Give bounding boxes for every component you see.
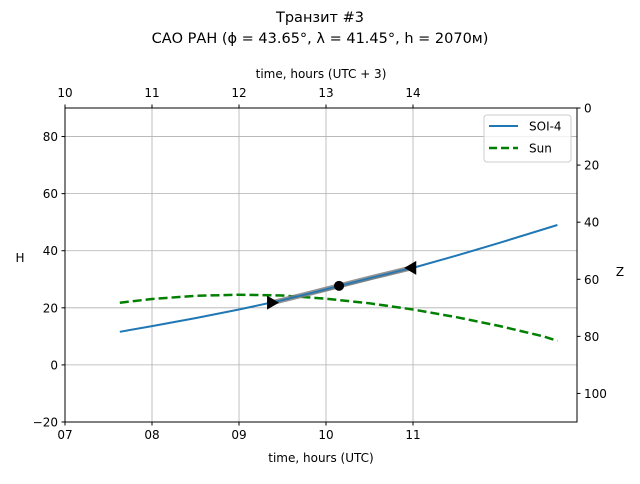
x-tick-label: 09: [231, 428, 246, 442]
x-tick-label: 10: [318, 428, 333, 442]
x-axis-label: time, hours (UTC): [268, 451, 373, 465]
y-right-tick-label: 100: [584, 387, 607, 401]
y-right-tick-label: 80: [584, 330, 599, 344]
legend-label-soi4: SOI-4: [529, 120, 562, 134]
series-line-sun: [119, 293, 558, 343]
y-axis-label: H: [15, 251, 24, 265]
y-tick-label: 20: [43, 301, 58, 315]
y-right-tick-label: 20: [584, 159, 599, 173]
y-right-tick-label: 40: [584, 216, 599, 230]
y-axis-left: −20 0 20 40 60 80: [33, 130, 65, 430]
chart-subtitle: САО РАН (ϕ = 43.65°, λ = 41.45°, h = 207…: [152, 31, 489, 47]
x-axis-bottom: 07 08 09 10 11: [57, 422, 421, 442]
x-top-tick-label: 11: [144, 86, 159, 100]
plot-frame: [64, 107, 578, 423]
y-tick-label: 0: [50, 358, 58, 372]
x-axis-top-label: time, hours (UTC + 3): [256, 67, 387, 81]
legend: SOI-4 Sun: [483, 114, 572, 163]
transit-start-marker: [267, 295, 280, 310]
y-tick-label: 40: [43, 244, 58, 258]
x-tick-label: 11: [405, 428, 420, 442]
x-top-tick-label: 10: [57, 86, 72, 100]
x-tick-label: 07: [57, 428, 72, 442]
x-top-tick-label: 14: [405, 86, 420, 100]
transit-mid-marker: [334, 280, 345, 291]
y-right-tick-label: 0: [584, 102, 592, 116]
y-right-tick-label: 60: [584, 273, 599, 287]
y-axis-right-label: Z: [616, 265, 624, 279]
chart-title: Транзит #3: [275, 10, 364, 26]
x-axis-top: 10 11 12 13 14: [57, 86, 421, 108]
x-top-tick-label: 12: [231, 86, 246, 100]
x-tick-label: 08: [144, 428, 159, 442]
y-tick-label: 80: [43, 130, 58, 144]
y-axis-right: 0 20 40 60 80 100: [577, 102, 607, 401]
y-tick-label: 60: [43, 187, 58, 201]
y-tick-label: −20: [33, 416, 58, 430]
transit-end-marker: [404, 260, 417, 275]
legend-label-sun: Sun: [529, 142, 552, 156]
series-line-soi-4: [119, 224, 558, 333]
x-top-tick-label: 13: [318, 86, 333, 100]
marker-layer: [267, 260, 417, 310]
